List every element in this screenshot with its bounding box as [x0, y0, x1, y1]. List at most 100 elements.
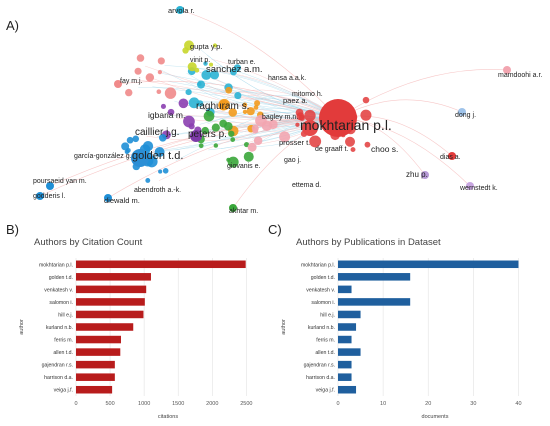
y-axis-label: author [19, 319, 25, 335]
bar [338, 298, 411, 306]
x-tick-label: 500 [105, 401, 114, 407]
network-node [234, 91, 242, 100]
y-category-label: hill e.j. [58, 312, 73, 318]
network-node [302, 120, 318, 136]
network-node-label: mokhtarian p.l. [300, 117, 392, 133]
network-node [228, 130, 235, 137]
y-category-label: harrison d.a. [44, 375, 73, 381]
x-axis-label: documents [422, 414, 449, 420]
bar [338, 273, 411, 281]
network-node-label: sanchez a.m. [206, 64, 263, 75]
y-category-label: kurland n.b. [308, 325, 335, 331]
y-category-label: allen t.d. [315, 350, 335, 356]
network-node [421, 171, 429, 179]
x-axis-label: citations [158, 414, 178, 420]
citation-bar-chart: 0 500 1000 1500 2000 2500 mokhtarian p.l. golde… [19, 258, 260, 420]
network-node [185, 88, 192, 96]
network-node [298, 115, 305, 122]
network-node [194, 67, 200, 73]
network-node-label: zhu p. [406, 170, 428, 179]
coauthor-network-map: arvola r. gupta y.p. vinit p. turban e.sanc… [33, 6, 542, 215]
bar [338, 310, 361, 319]
network-node [157, 57, 165, 65]
y-category-label: veiga j.f. [54, 388, 73, 394]
bar [76, 310, 144, 319]
network-node [279, 131, 291, 143]
network-node [213, 143, 219, 148]
x-tick-label: 0 [336, 401, 339, 407]
bar [76, 323, 134, 331]
network-node [458, 108, 466, 116]
network-node [227, 156, 239, 168]
network-node [233, 64, 242, 72]
x-tick-label: 20 [425, 401, 431, 407]
network-node-label: bagley m.n. [262, 114, 298, 121]
bar [76, 298, 145, 306]
network-node-label: igbaria m. [148, 110, 185, 120]
network-node [46, 182, 54, 190]
network-node-label: turban e. [228, 59, 256, 66]
network-node-label: prosser t. [279, 138, 310, 147]
bar [338, 385, 357, 394]
plot-area [338, 258, 532, 396]
y-category-label: salomon i. [49, 300, 73, 306]
network-node [188, 123, 195, 130]
network-node-label: hansa a.a.k. [268, 75, 306, 82]
y-category-label: allen t.d. [53, 350, 73, 356]
bar [76, 360, 115, 369]
network-node [157, 69, 163, 75]
network-node [252, 127, 259, 134]
network-labels: arvola r. gupta y.p. vinit p. turban e.sanc… [33, 6, 542, 215]
network-edge [39, 117, 339, 197]
network-node [253, 105, 259, 110]
x-tick-label: 10 [380, 401, 386, 407]
network-node [188, 97, 200, 109]
network-node [134, 67, 142, 75]
y-category-label: hill e.j. [320, 312, 335, 318]
network-node [268, 119, 278, 129]
network-node [304, 109, 316, 122]
bar [338, 285, 352, 294]
y-category-label: golden t.d. [49, 275, 73, 281]
y-axis-label: author [281, 319, 287, 335]
network-node [145, 178, 151, 183]
network-node-label: gao j. [284, 157, 301, 164]
bar [76, 273, 151, 281]
y-category-label: golden t.d. [311, 275, 335, 281]
network-node [125, 88, 133, 97]
network-edge [179, 9, 339, 119]
network-node [295, 122, 300, 127]
bar [338, 323, 357, 331]
network-node [345, 136, 356, 147]
network-node [201, 70, 212, 80]
y-category-label: venkatesh v. [44, 287, 73, 293]
network-node-label: dong j. [455, 112, 476, 119]
network-node-label: raghuram s. [196, 101, 249, 112]
network-node [187, 62, 197, 72]
network-node-label: dias a. [440, 154, 461, 161]
network-node [167, 108, 175, 116]
network-node [350, 147, 356, 153]
network-node [218, 98, 230, 111]
network-node [229, 204, 237, 212]
bar [338, 260, 519, 269]
network-node-label: peters p. [188, 129, 227, 140]
network-node [158, 133, 167, 142]
network-node [230, 137, 236, 142]
bar [338, 360, 352, 369]
network-node-label: caillier j.g. [135, 127, 179, 138]
panel-label-b: B) [6, 222, 19, 237]
network-node [212, 43, 218, 48]
network-node [309, 135, 322, 148]
publication-chart-title: Authors by Publications in Dataset [296, 237, 441, 248]
network-node-label: ettema d. [292, 182, 321, 189]
network-node-label: poursaeid yan m. [33, 178, 87, 185]
network-node [126, 136, 134, 144]
network-node [247, 142, 257, 152]
panel-label-c: C) [268, 222, 282, 237]
x-tick-label: 40 [515, 401, 521, 407]
network-node-label: de graaff t. [315, 146, 348, 153]
network-node [242, 102, 248, 108]
network-node-label: garcía-gonzález g. [74, 153, 132, 160]
network-node [182, 47, 189, 54]
